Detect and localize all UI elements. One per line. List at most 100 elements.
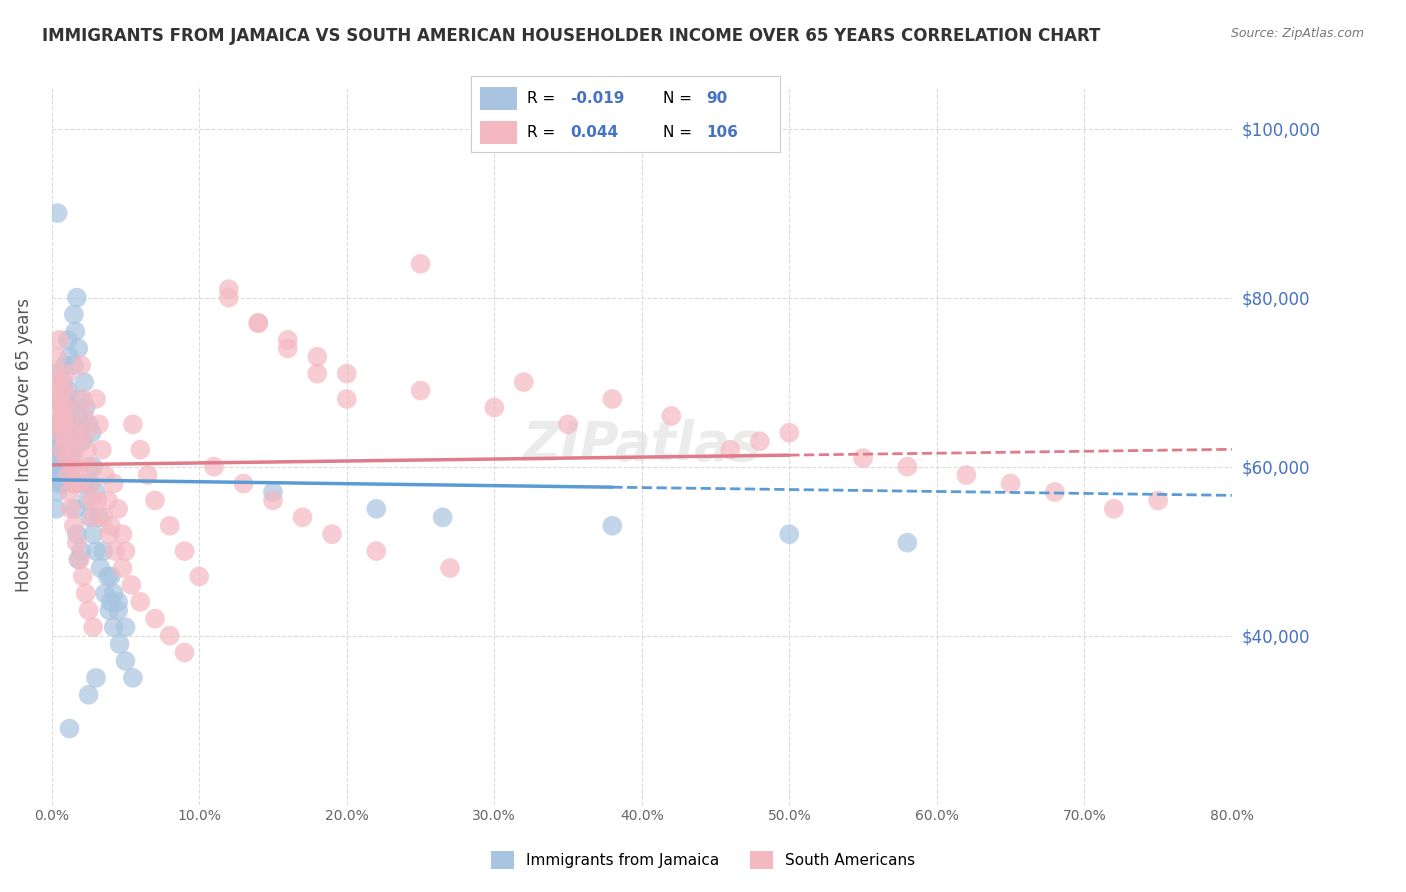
Point: [55, 425, 77, 440]
Point: [439, 561, 461, 575]
Point: [75, 401, 97, 415]
Point: [159, 629, 181, 643]
Point: [63, 476, 86, 491]
Point: [63, 476, 86, 491]
Point: [66, 291, 89, 305]
Point: [46, 392, 69, 406]
Point: [52, 442, 75, 457]
Point: [143, 493, 166, 508]
Point: [232, 476, 254, 491]
Point: [600, 392, 623, 406]
Point: [55, 425, 77, 440]
Point: [59, 451, 82, 466]
Point: [58, 485, 80, 500]
Point: [66, 535, 89, 549]
Point: [55, 367, 77, 381]
Point: [60, 442, 83, 457]
Point: [93, 544, 115, 558]
FancyBboxPatch shape: [481, 87, 517, 110]
Point: [89, 561, 111, 575]
Point: [46, 434, 69, 449]
Point: [778, 527, 800, 541]
Point: [67, 341, 90, 355]
Point: [80, 493, 103, 508]
Point: [51, 468, 73, 483]
Point: [84, 485, 107, 500]
Point: [77, 603, 100, 617]
Point: [1000, 476, 1022, 491]
Point: [49, 425, 72, 440]
Point: [70, 417, 93, 432]
Point: [69, 476, 91, 491]
Point: [247, 316, 270, 330]
Point: [82, 620, 104, 634]
Point: [120, 578, 142, 592]
Point: [65, 501, 87, 516]
Text: R =: R =: [527, 125, 560, 140]
Point: [53, 459, 76, 474]
Point: [262, 493, 284, 508]
Point: [46, 485, 69, 500]
Point: [53, 434, 76, 449]
Point: [122, 417, 145, 432]
Point: [93, 510, 115, 524]
Point: [79, 476, 101, 491]
Point: [45, 350, 67, 364]
Point: [100, 569, 122, 583]
Point: [75, 586, 97, 600]
Point: [58, 417, 80, 432]
Text: R =: R =: [527, 91, 560, 106]
Point: [107, 595, 129, 609]
Point: [44, 442, 66, 457]
Point: [49, 384, 72, 398]
Point: [45, 501, 67, 516]
Point: [82, 527, 104, 541]
Point: [262, 485, 284, 500]
Point: [72, 392, 94, 406]
Point: [307, 367, 329, 381]
Point: [46, 367, 69, 381]
Point: [108, 637, 131, 651]
Point: [51, 401, 73, 415]
Point: [748, 434, 770, 449]
Point: [1147, 493, 1170, 508]
Point: [97, 493, 120, 508]
Point: [277, 333, 299, 347]
Point: [103, 476, 125, 491]
Point: [103, 620, 125, 634]
Point: [49, 451, 72, 466]
Point: [60, 459, 83, 474]
Point: [72, 434, 94, 449]
Point: [56, 401, 79, 415]
Point: [48, 442, 70, 457]
Point: [73, 375, 96, 389]
Point: [72, 569, 94, 583]
Point: [94, 468, 117, 483]
Point: [136, 468, 159, 483]
Point: [307, 350, 329, 364]
Text: ZIPatlas: ZIPatlas: [522, 419, 762, 472]
Point: [104, 544, 127, 558]
Point: [52, 417, 75, 432]
Point: [63, 308, 86, 322]
Point: [896, 535, 918, 549]
Point: [247, 316, 270, 330]
Point: [56, 468, 79, 483]
Point: [100, 595, 122, 609]
Point: [80, 425, 103, 440]
Point: [46, 206, 69, 220]
Point: [46, 375, 69, 389]
Point: [70, 544, 93, 558]
Point: [107, 501, 129, 516]
Point: [484, 401, 506, 415]
Point: [778, 425, 800, 440]
Point: [82, 459, 104, 474]
Y-axis label: Householder Income Over 65 years: Householder Income Over 65 years: [15, 299, 32, 592]
Point: [48, 468, 70, 483]
Point: [77, 688, 100, 702]
Point: [98, 603, 121, 617]
Point: [65, 442, 87, 457]
Point: [52, 409, 75, 423]
Point: [321, 527, 343, 541]
Point: [44, 401, 66, 415]
